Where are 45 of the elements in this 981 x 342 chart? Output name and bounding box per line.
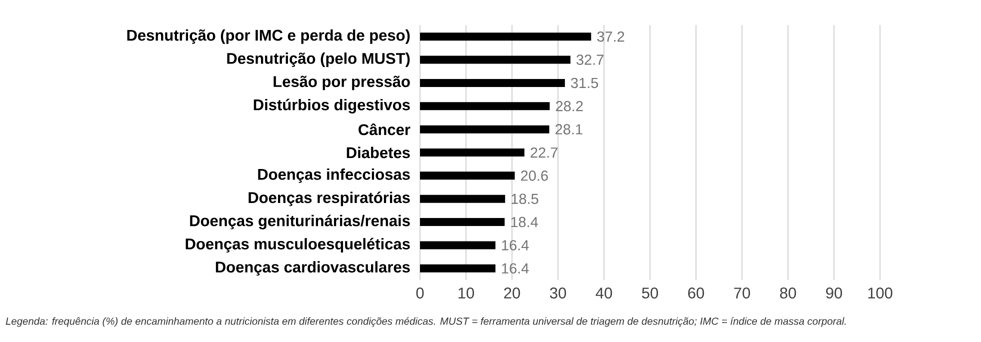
y-tick-label: Desnutrição (por IMC e perda de peso) — [127, 29, 410, 44]
x-tick-label: 30 — [550, 288, 566, 298]
y-tick-label: Diabetes — [346, 146, 410, 158]
x-tick-label: 20 — [504, 288, 520, 298]
bar — [420, 32, 592, 41]
bar — [420, 125, 550, 134]
data-label: 16.4 — [502, 240, 529, 250]
data-label: 31.5 — [570, 78, 598, 88]
data-label: 28.2 — [556, 101, 583, 112]
y-tick-label: Doenças respiratórias — [248, 192, 410, 206]
x-tick-label: 10 — [458, 288, 474, 298]
y-tick-label: Desnutrição (pelo MUST) — [227, 52, 410, 67]
data-label: 20.6 — [521, 170, 548, 181]
x-tick-label: 80 — [780, 288, 796, 298]
data-label: 18.4 — [511, 216, 538, 228]
x-tick-label: 70 — [734, 288, 750, 298]
y-tick-label: Lesão por pressão — [274, 76, 410, 90]
bar — [420, 172, 515, 180]
bar — [420, 194, 506, 203]
data-label: 28.1 — [556, 124, 582, 134]
bar — [420, 102, 550, 110]
y-tick-label: Doenças musculoesqueléticas — [186, 238, 410, 253]
data-label: 37.2 — [597, 31, 624, 42]
bar — [420, 56, 570, 64]
data-label: 16.4 — [502, 263, 529, 274]
data-label: 18.5 — [512, 194, 538, 204]
bar — [420, 218, 505, 226]
y-tick-label: Doenças infecciosas — [258, 168, 410, 183]
x-tick-label: 40 — [596, 288, 612, 298]
x-tick-label: 60 — [688, 288, 704, 298]
y-tick-label: Doenças geniturinárias/renais — [190, 214, 410, 230]
bar — [420, 264, 496, 272]
bar — [420, 241, 496, 250]
x-tick-label: 100 — [868, 288, 892, 298]
bar — [420, 78, 565, 87]
x-tick-label: 50 — [642, 288, 658, 298]
y-tick-label: Doenças cardiovasculares — [216, 261, 410, 276]
bar — [420, 148, 524, 156]
data-label: 22.7 — [530, 147, 558, 158]
data-label: 32.7 — [576, 54, 604, 65]
text: Legenda: frequência (%) de encaminhamento a nutricionista em diferentes condições médicas. MUST = ferramenta universal de triagem de desnutrição; IMC = índice de massa corporal. — [6, 317, 846, 327]
x-tick-label: 90 — [826, 288, 842, 298]
x-tick-label: 0 — [416, 288, 424, 298]
y-tick-label: Câncer — [358, 123, 410, 136]
y-tick-label: Distúrbios digestivos — [254, 98, 410, 114]
